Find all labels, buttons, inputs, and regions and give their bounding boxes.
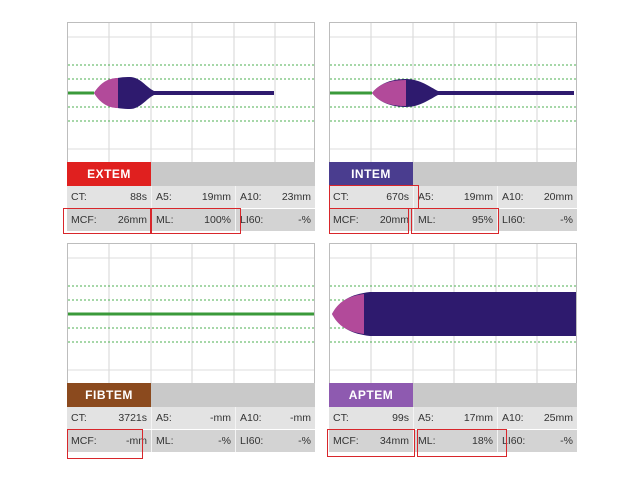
aptem-panel: APTEM CT: 99s A5: 17mm A10: 25mm MCF: 34mm M… xyxy=(327,243,577,457)
aptem-trace-svg xyxy=(330,244,576,383)
a5-label: A5: xyxy=(418,412,434,424)
aptem-plot xyxy=(329,243,577,383)
ml-label: ML: xyxy=(418,435,436,447)
intem-row-1: CT: 670s A5: 19mm A10: 20mm xyxy=(329,186,577,209)
intem-mcf-value: 20mm xyxy=(379,214,409,226)
aptem-a10-value: 25mm xyxy=(543,412,573,424)
ct-label: CT: xyxy=(333,412,349,424)
fibtem-row-1: CT: 3721s A5: -mm A10: -mm xyxy=(67,407,315,430)
intem-trace-svg xyxy=(330,23,576,162)
intem-plot xyxy=(329,22,577,162)
ct-label: CT: xyxy=(71,412,87,424)
extem-trace-tip xyxy=(94,78,118,108)
a10-label: A10: xyxy=(502,191,524,203)
mcf-label: MCF: xyxy=(333,214,359,226)
aptem-trace-tip xyxy=(332,294,364,334)
fibtem-a10-value: -mm xyxy=(290,412,311,424)
extem-mcf-value: 26mm xyxy=(117,214,147,226)
li60-label: LI60: xyxy=(502,435,526,447)
mcf-label: MCF: xyxy=(71,435,97,447)
extem-a10-value: 23mm xyxy=(281,191,311,203)
aptem-row-1: CT: 99s A5: 17mm A10: 25mm xyxy=(329,407,577,430)
fibtem-tab-row: FIBTEM xyxy=(67,383,315,407)
extem-ct-value: 88s xyxy=(130,191,147,203)
extem-a5-value: 19mm xyxy=(201,191,231,203)
intem-ml-value: 95% xyxy=(471,214,493,226)
intem-tab-row: INTEM xyxy=(329,162,577,186)
a5-label: A5: xyxy=(156,191,172,203)
fibtem-mcf-value: -mm xyxy=(126,435,147,447)
intem-tab: INTEM xyxy=(329,162,413,186)
intem-ct-value: 670s xyxy=(386,191,409,203)
intem-a10-value: 20mm xyxy=(543,191,573,203)
extem-row-2: MCF: 26mm ML: 100% LI60: -% xyxy=(67,209,315,231)
aptem-row-2: MCF: 34mm ML: 18% LI60: -% xyxy=(329,430,577,452)
extem-li60-value: -% xyxy=(298,214,311,226)
ml-label: ML: xyxy=(418,214,436,226)
fibtem-ml-value: -% xyxy=(218,435,231,447)
intem-panel: INTEM CT: 670s A5: 19mm A10: 20mm MCF: 20mm … xyxy=(329,22,577,234)
ct-label: CT: xyxy=(71,191,87,203)
fibtem-panel: FIBTEM CT: 3721s A5: -mm A10: -mm MCF: -mm M… xyxy=(67,243,315,459)
mcf-label: MCF: xyxy=(71,214,97,226)
fibtem-a5-value: -mm xyxy=(210,412,231,424)
extem-trace-svg xyxy=(68,23,314,162)
a10-label: A10: xyxy=(502,412,524,424)
fibtem-li60-value: -% xyxy=(298,435,311,447)
aptem-tab-row: APTEM xyxy=(329,383,577,407)
aptem-a5-value: 17mm xyxy=(463,412,493,424)
aptem-ct-value: 99s xyxy=(392,412,409,424)
intem-trace-body xyxy=(372,79,574,107)
intem-li60-value: -% xyxy=(560,214,573,226)
ml-label: ML: xyxy=(156,435,174,447)
a5-label: A5: xyxy=(156,412,172,424)
aptem-trace-body xyxy=(332,292,576,336)
ml-label: ML: xyxy=(156,214,174,226)
extem-row-1: CT: 88s A5: 19mm A10: 23mm xyxy=(67,186,315,209)
fibtem-row-2: MCF: -mm ML: -% LI60: -% xyxy=(67,430,315,452)
extem-tab: EXTEM xyxy=(67,162,151,186)
fibtem-plot xyxy=(67,243,315,383)
a10-label: A10: xyxy=(240,191,262,203)
li60-label: LI60: xyxy=(240,214,264,226)
extem-ml-value: 100% xyxy=(204,214,231,226)
aptem-mcf-value: 34mm xyxy=(379,435,409,447)
intem-row-2: MCF: 20mm ML: 95% LI60: -% xyxy=(329,209,577,231)
li60-label: LI60: xyxy=(502,214,526,226)
aptem-ml-value: 18% xyxy=(471,435,493,447)
a5-label: A5: xyxy=(418,191,434,203)
li60-label: LI60: xyxy=(240,435,264,447)
extem-plot xyxy=(67,22,315,162)
a10-label: A10: xyxy=(240,412,262,424)
aptem-tab: APTEM xyxy=(329,383,413,407)
fibtem-ct-value: 3721s xyxy=(118,412,147,424)
extem-trace-body xyxy=(94,77,274,109)
fibtem-tab: FIBTEM xyxy=(67,383,151,407)
ct-label: CT: xyxy=(333,191,349,203)
intem-trace-tip xyxy=(372,80,406,106)
intem-a5-value: 19mm xyxy=(463,191,493,203)
extem-tab-row: EXTEM xyxy=(67,162,315,186)
mcf-label: MCF: xyxy=(333,435,359,447)
fibtem-trace-svg xyxy=(68,244,314,383)
aptem-li60-value: -% xyxy=(560,435,573,447)
extem-panel: EXTEM CT: 88s A5: 19mm A10: 23mm MCF: 26mm M… xyxy=(63,22,315,234)
